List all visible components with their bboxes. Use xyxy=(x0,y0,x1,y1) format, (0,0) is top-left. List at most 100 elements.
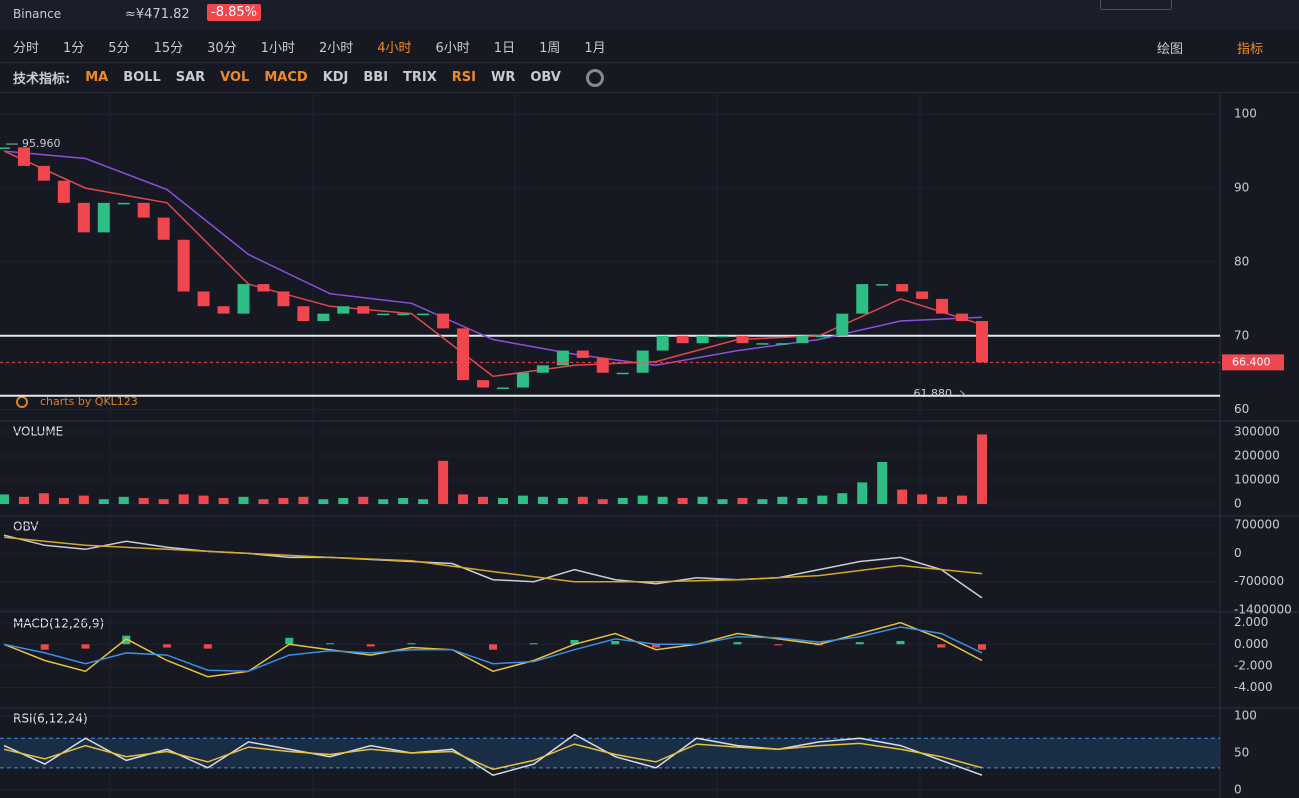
candle xyxy=(97,202,110,233)
volume-bar xyxy=(0,494,9,505)
volume-bar xyxy=(677,498,688,505)
macd-bar xyxy=(855,642,864,645)
volume-bar xyxy=(837,493,848,505)
volume-bar xyxy=(557,498,568,505)
indicator[interactable]: BBI xyxy=(363,70,389,85)
interval[interactable]: 1分 xyxy=(63,41,85,56)
y-tick-label: 700000 xyxy=(1234,518,1280,532)
candle xyxy=(776,343,789,345)
volume-bar xyxy=(438,460,449,505)
tool[interactable]: 绘图 xyxy=(1156,41,1183,57)
candle xyxy=(237,284,250,314)
y-tick-label: 300000 xyxy=(1234,425,1280,439)
candle xyxy=(816,335,829,338)
volume-bar xyxy=(178,494,189,505)
indicator[interactable]: WR xyxy=(491,70,516,85)
candle xyxy=(836,313,849,336)
candle xyxy=(656,335,669,351)
settings-icon[interactable] xyxy=(585,68,604,87)
y-tick-label: 50 xyxy=(1234,746,1249,760)
candle xyxy=(876,284,889,286)
interval[interactable]: 1周 xyxy=(539,41,561,56)
interval[interactable]: 分时 xyxy=(13,41,40,56)
volume-bar xyxy=(977,434,987,505)
macd-bar xyxy=(733,642,742,645)
volume-bar xyxy=(937,496,948,505)
volume-bar xyxy=(517,495,528,505)
indicator[interactable]: SAR xyxy=(175,70,206,85)
watermark: charts by QKL123 xyxy=(40,395,138,408)
candle xyxy=(37,165,50,181)
interval[interactable]: 30分 xyxy=(207,41,237,56)
volume-bar xyxy=(398,498,409,505)
candle xyxy=(277,291,290,307)
low-label: 61.880 xyxy=(914,387,953,400)
candle xyxy=(896,284,909,292)
volume-bar xyxy=(78,495,89,505)
candle xyxy=(397,313,410,316)
interval[interactable]: 6小时 xyxy=(435,41,470,56)
macd-bar xyxy=(937,644,946,648)
volume-bar xyxy=(478,496,489,505)
macd-bar xyxy=(652,644,660,648)
price: ≈¥471.82 xyxy=(125,7,190,22)
y-tick-label: 0 xyxy=(1234,783,1242,797)
interval[interactable]: 1日 xyxy=(493,41,516,56)
volume-bar xyxy=(957,495,968,505)
interval[interactable]: 1月 xyxy=(584,41,606,56)
macd-bar xyxy=(611,641,620,645)
candle xyxy=(856,284,869,314)
volume-bar xyxy=(458,494,469,505)
indicator-line xyxy=(3,150,983,378)
panel-title: VOLUME xyxy=(13,425,63,439)
interval[interactable]: 5分 xyxy=(108,41,130,56)
volume-bar xyxy=(18,496,29,505)
candle xyxy=(0,147,10,149)
y-tick-label: 100000 xyxy=(1234,473,1280,487)
candle xyxy=(556,350,569,366)
volume-bar xyxy=(238,496,249,505)
macd-bar xyxy=(366,644,375,647)
indicator[interactable]: MACD xyxy=(264,70,308,85)
volume-bar xyxy=(258,499,269,505)
candle xyxy=(636,350,649,373)
indicator[interactable]: OBV xyxy=(530,70,561,85)
y-tick-label: 0 xyxy=(1234,497,1242,511)
button-stub[interactable] xyxy=(1100,0,1172,10)
y-tick-label: 60 xyxy=(1234,402,1249,416)
volume-bar xyxy=(138,498,149,505)
volume-bar xyxy=(777,496,788,505)
macd-bar xyxy=(489,644,497,650)
indicator[interactable]: BOLL xyxy=(123,70,161,85)
candle xyxy=(57,180,70,203)
indicator[interactable]: RSI xyxy=(451,70,477,85)
y-tick-label: -2.000 xyxy=(1234,658,1273,672)
tools: 绘图 指标 xyxy=(1157,31,1287,63)
indicator[interactable]: VOL xyxy=(220,70,250,85)
candle xyxy=(596,357,609,373)
candle xyxy=(536,365,549,373)
candle xyxy=(17,147,30,166)
interval[interactable]: 15分 xyxy=(153,41,184,56)
volume-bar xyxy=(158,499,169,505)
volume-bar xyxy=(737,498,748,505)
macd-bar xyxy=(774,644,783,646)
interval[interactable]: 1小时 xyxy=(260,41,295,56)
indicator[interactable]: TRIX xyxy=(403,70,437,85)
candle xyxy=(616,372,629,375)
indicator[interactable]: KDJ xyxy=(322,70,349,85)
tool[interactable]: 指标 xyxy=(1236,41,1263,57)
indicator-label: 技术指标: xyxy=(13,72,71,87)
candle xyxy=(696,335,709,344)
candle xyxy=(217,306,230,314)
volume-bar xyxy=(637,495,648,505)
indicator[interactable]: MA xyxy=(85,70,109,85)
volume-bar xyxy=(298,496,309,505)
volume-bar xyxy=(717,499,728,505)
interval[interactable]: 2小时 xyxy=(318,41,354,56)
candle xyxy=(956,313,969,322)
low-arrow xyxy=(959,390,965,398)
interval[interactable]: 4小时 xyxy=(377,41,412,56)
volume-bar xyxy=(98,499,109,505)
macd-bar xyxy=(81,644,90,649)
